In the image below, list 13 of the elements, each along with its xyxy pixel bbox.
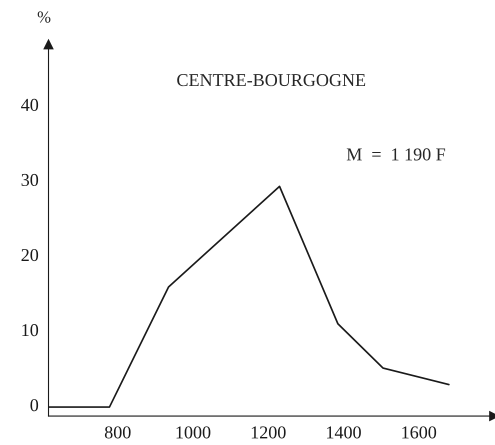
x-tick-label: 1200 <box>252 426 286 439</box>
y-tick-label: 40 <box>21 98 38 111</box>
y-tick-label: 0 <box>30 399 38 412</box>
x-tick-label: 1600 <box>402 426 436 439</box>
x-tick-label: 1400 <box>327 426 361 439</box>
y-axis-title: % <box>38 11 50 23</box>
annotation: M = 1 190 F <box>346 148 446 160</box>
y-tick-label: 20 <box>22 248 38 262</box>
x-tick-label: 800 <box>104 426 131 439</box>
text: CENTRE-BOURGOGNE <box>177 74 366 86</box>
y-tick-label: 10 <box>22 324 38 336</box>
y-tick-label: 30 <box>22 174 38 186</box>
x-tick-label: 1000 <box>176 426 210 439</box>
